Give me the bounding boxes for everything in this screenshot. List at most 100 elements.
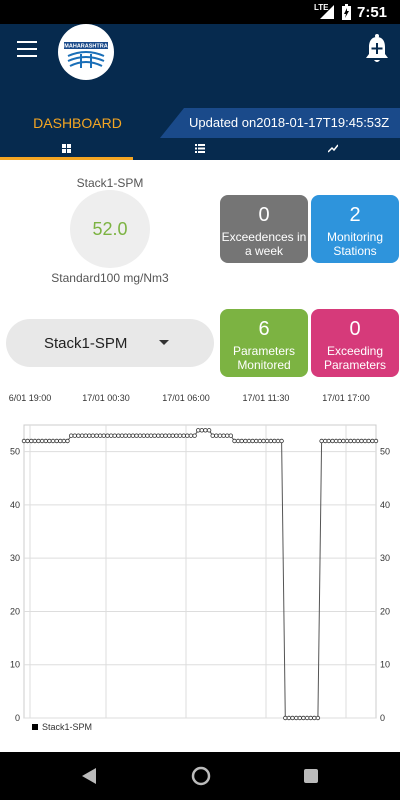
- data-point: [130, 433, 136, 438]
- data-point: [97, 433, 103, 438]
- data-point: [286, 715, 292, 721]
- data-point: [159, 433, 165, 438]
- series-line: [24, 429, 376, 719]
- logo-text: MAHARASHTRA: [64, 44, 107, 50]
- data-point: [195, 428, 201, 433]
- data-point: [268, 438, 273, 444]
- menu-icon[interactable]: [17, 41, 37, 57]
- data-point: [105, 433, 110, 438]
- chevron-down-icon: [159, 340, 169, 345]
- y-tick-label-left: 50: [10, 447, 20, 457]
- data-point: [312, 715, 317, 721]
- stations-count: 2: [349, 204, 361, 226]
- exceeding-parameters-card[interactable]: 0 Exceeding Parameters: [311, 309, 399, 377]
- back-icon[interactable]: [82, 768, 96, 784]
- stack-selector[interactable]: Stack1-SPM: [6, 319, 214, 367]
- data-point: [210, 433, 215, 438]
- add-notification-icon[interactable]: [364, 34, 390, 64]
- data-point: [362, 438, 368, 444]
- tab-dashboard[interactable]: [0, 138, 133, 160]
- data-point: [101, 433, 106, 438]
- data-point: [163, 433, 168, 438]
- parameters-monitored-card[interactable]: 6 Parameters Monitored: [220, 309, 308, 377]
- data-point: [254, 438, 259, 444]
- data-point: [148, 433, 154, 438]
- data-point: [141, 433, 146, 438]
- tab-trend[interactable]: [266, 138, 399, 160]
- data-point: [170, 433, 175, 438]
- data-point: [301, 715, 306, 721]
- data-point: [221, 433, 226, 438]
- data-point: [43, 438, 48, 444]
- reading-value: 52.0: [92, 218, 128, 239]
- data-point: [348, 438, 353, 444]
- tab-list[interactable]: [133, 138, 266, 160]
- data-point: [21, 438, 27, 444]
- exceedences-count: 0: [258, 204, 270, 226]
- grid-icon: [62, 144, 71, 153]
- data-point: [116, 433, 121, 438]
- dashboard-title: DASHBOARD: [33, 115, 122, 131]
- stack-selector-value: Stack1-SPM: [44, 335, 128, 352]
- data-point: [112, 433, 117, 438]
- data-point: [185, 433, 190, 438]
- home-icon[interactable]: [191, 766, 211, 786]
- data-point: [87, 433, 92, 438]
- y-tick-label-left: 40: [10, 500, 20, 510]
- stack-name: Stack1-SPM: [76, 176, 144, 190]
- data-point: [25, 438, 30, 444]
- exceeding-label: Exceeding Parameters: [323, 344, 387, 372]
- data-point: [319, 438, 324, 444]
- data-point: [366, 438, 371, 444]
- data-point: [152, 433, 157, 438]
- data-point: [177, 433, 183, 438]
- x-tick-label: 17/01 11:30: [243, 393, 290, 403]
- y-tick-label-right: 20: [380, 606, 390, 616]
- data-point: [192, 433, 197, 438]
- data-point: [344, 438, 350, 444]
- data-point: [137, 433, 143, 438]
- data-point: [297, 715, 302, 721]
- data-point: [315, 715, 321, 721]
- data-point: [304, 715, 310, 721]
- data-point: [333, 438, 339, 444]
- data-point: [90, 433, 96, 438]
- x-tick-label: 6/01 19:00: [9, 393, 52, 403]
- parameters-count: 6: [258, 318, 270, 340]
- data-point: [290, 715, 295, 721]
- data-point: [108, 433, 114, 438]
- data-point: [166, 433, 172, 438]
- data-point: [217, 433, 223, 438]
- data-point: [68, 433, 74, 438]
- app-logo: MAHARASHTRA: [58, 24, 114, 80]
- exceedences-card[interactable]: 0 Exceedences in a week: [220, 195, 308, 263]
- data-point: [54, 438, 59, 444]
- data-point: [250, 438, 255, 444]
- data-point: [199, 428, 204, 433]
- parameters-label: Parameters Monitored: [232, 344, 296, 372]
- data-point: [283, 715, 288, 721]
- y-tick-label-left: 30: [10, 553, 20, 563]
- legend-label: Stack1-SPM: [42, 722, 92, 732]
- monitoring-stations-card[interactable]: 2 Monitoring Stations: [311, 195, 399, 263]
- updated-banner: [160, 108, 400, 138]
- list-icon: [195, 144, 205, 153]
- data-point: [156, 433, 161, 438]
- data-point: [58, 438, 63, 444]
- data-point: [359, 438, 364, 444]
- chart-frame: [23, 424, 377, 719]
- y-tick-label-right: 50: [380, 447, 390, 457]
- stations-label: Monitoring Stations: [326, 230, 384, 258]
- data-point: [72, 433, 77, 438]
- data-point: [123, 433, 128, 438]
- data-point: [36, 438, 41, 444]
- data-point: [235, 438, 241, 444]
- y-tick-label-left: 10: [10, 660, 20, 670]
- recents-icon[interactable]: [304, 769, 318, 783]
- data-point: [126, 433, 132, 438]
- y-tick-label-right: 40: [380, 500, 390, 510]
- y-tick-label-right: 10: [380, 660, 390, 670]
- data-point: [272, 438, 277, 444]
- data-point: [341, 438, 346, 444]
- data-point: [264, 438, 270, 444]
